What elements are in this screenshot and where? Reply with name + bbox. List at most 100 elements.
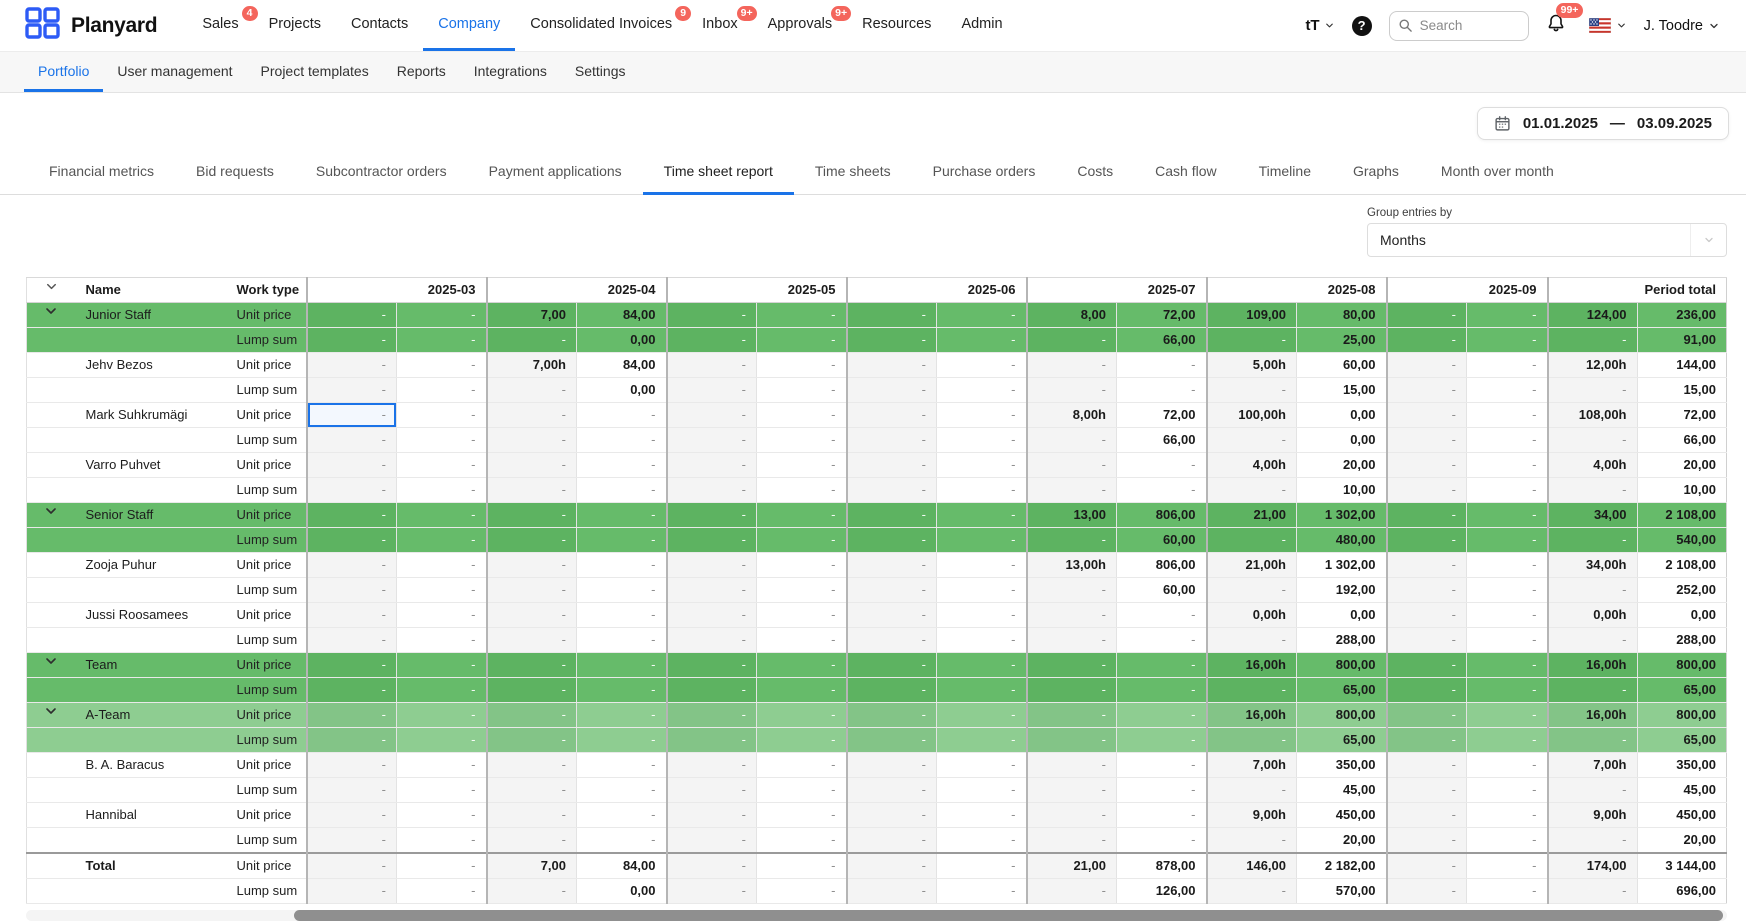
value-cell[interactable]: 25,00: [1296, 327, 1387, 353]
value-cell[interactable]: -: [1466, 427, 1548, 453]
value-cell[interactable]: -: [1385, 627, 1467, 653]
value-cell[interactable]: -: [1205, 677, 1297, 703]
value-cell[interactable]: -: [305, 327, 397, 353]
value-cell[interactable]: 146,00: [1205, 852, 1297, 879]
value-cell[interactable]: -: [576, 802, 667, 828]
tab-subcontractor-orders[interactable]: Subcontractor orders: [315, 163, 447, 179]
value-cell[interactable]: -: [1205, 827, 1297, 854]
value-cell[interactable]: -: [756, 352, 847, 378]
value-cell[interactable]: -: [936, 627, 1027, 653]
value-cell[interactable]: -: [1466, 502, 1548, 528]
value-cell[interactable]: -: [845, 552, 937, 578]
value-cell[interactable]: 108,00h: [1546, 402, 1637, 428]
value-cell[interactable]: -: [1466, 827, 1548, 854]
tab-time-sheet-report[interactable]: Time sheet report: [642, 150, 794, 195]
value-cell[interactable]: 91,00: [1636, 327, 1727, 353]
value-cell[interactable]: -: [1466, 677, 1548, 703]
value-cell[interactable]: 0,00: [1296, 402, 1387, 428]
focused-cell[interactable]: -: [305, 402, 397, 428]
value-cell[interactable]: 72,00: [1116, 402, 1207, 428]
value-cell[interactable]: 16,00h: [1205, 652, 1297, 678]
value-cell[interactable]: -: [1466, 477, 1548, 503]
tab-purchase-orders[interactable]: Purchase orders: [932, 163, 1036, 179]
search-input[interactable]: [1388, 10, 1529, 41]
value-cell[interactable]: 15,00: [1636, 377, 1727, 403]
value-cell[interactable]: -: [1205, 477, 1297, 503]
value-cell[interactable]: 0,00: [1636, 602, 1727, 628]
value-cell[interactable]: -: [756, 327, 847, 353]
value-cell[interactable]: 806,00: [1116, 502, 1207, 528]
value-cell[interactable]: -: [1025, 802, 1117, 828]
value-cell[interactable]: -: [756, 602, 847, 628]
value-cell[interactable]: -: [1205, 727, 1297, 753]
value-cell[interactable]: -: [305, 852, 397, 879]
value-cell[interactable]: -: [936, 827, 1027, 854]
select-caret[interactable]: [1690, 224, 1726, 256]
value-cell[interactable]: 288,00: [1296, 627, 1387, 653]
value-cell[interactable]: 7,00h: [1205, 752, 1297, 778]
value-cell[interactable]: 174,00: [1546, 852, 1637, 879]
value-cell[interactable]: -: [665, 502, 757, 528]
value-cell[interactable]: -: [936, 652, 1027, 678]
value-cell[interactable]: 570,00: [1296, 878, 1387, 904]
value-cell[interactable]: -: [665, 702, 757, 728]
value-cell[interactable]: -: [845, 878, 937, 904]
value-cell[interactable]: -: [665, 377, 757, 403]
value-cell[interactable]: -: [845, 627, 937, 653]
value-cell[interactable]: -: [1385, 527, 1467, 553]
value-cell[interactable]: -: [576, 702, 667, 728]
value-cell[interactable]: -: [756, 477, 847, 503]
value-cell[interactable]: -: [1025, 352, 1117, 378]
value-cell[interactable]: -: [1025, 752, 1117, 778]
value-cell[interactable]: -: [396, 602, 487, 628]
value-cell[interactable]: -: [756, 852, 847, 879]
value-cell[interactable]: 878,00: [1116, 852, 1207, 879]
value-cell[interactable]: -: [936, 777, 1027, 803]
value-cell[interactable]: -: [305, 527, 397, 553]
value-cell[interactable]: -: [485, 752, 577, 778]
value-cell[interactable]: -: [305, 377, 397, 403]
value-cell[interactable]: -: [1025, 577, 1117, 603]
value-cell[interactable]: 0,00h: [1546, 602, 1637, 628]
value-cell[interactable]: 84,00: [576, 302, 667, 328]
value-cell[interactable]: -: [576, 827, 667, 854]
value-cell[interactable]: -: [1025, 727, 1117, 753]
value-cell[interactable]: -: [936, 602, 1027, 628]
value-cell[interactable]: -: [936, 802, 1027, 828]
value-cell[interactable]: -: [396, 677, 487, 703]
value-cell[interactable]: -: [396, 427, 487, 453]
value-cell[interactable]: -: [1466, 527, 1548, 553]
value-cell[interactable]: -: [936, 702, 1027, 728]
value-cell[interactable]: 480,00: [1296, 527, 1387, 553]
value-cell[interactable]: -: [1385, 878, 1467, 904]
value-cell[interactable]: -: [1546, 477, 1637, 503]
value-cell[interactable]: 66,00: [1116, 327, 1207, 353]
value-cell[interactable]: -: [665, 552, 757, 578]
value-cell[interactable]: -: [576, 502, 667, 528]
value-cell[interactable]: -: [396, 377, 487, 403]
value-cell[interactable]: -: [1025, 427, 1117, 453]
value-cell[interactable]: -: [1116, 602, 1207, 628]
value-cell[interactable]: -: [305, 677, 397, 703]
value-cell[interactable]: 1 302,00: [1296, 502, 1387, 528]
value-cell[interactable]: -: [845, 302, 937, 328]
value-cell[interactable]: -: [1385, 602, 1467, 628]
subnav-item-portfolio[interactable]: Portfolio: [24, 52, 104, 92]
value-cell[interactable]: -: [1385, 802, 1467, 828]
value-cell[interactable]: 65,00: [1296, 677, 1387, 703]
value-cell[interactable]: 124,00: [1546, 302, 1637, 328]
subnav-item-reports[interactable]: Reports: [396, 62, 446, 79]
value-cell[interactable]: -: [845, 327, 937, 353]
value-cell[interactable]: -: [576, 477, 667, 503]
value-cell[interactable]: -: [1546, 677, 1637, 703]
value-cell[interactable]: 5,00h: [1205, 352, 1297, 378]
value-cell[interactable]: -: [1205, 427, 1297, 453]
value-cell[interactable]: 806,00: [1116, 552, 1207, 578]
value-cell[interactable]: 236,00: [1636, 302, 1727, 328]
value-cell[interactable]: -: [576, 752, 667, 778]
value-cell[interactable]: -: [665, 802, 757, 828]
value-cell[interactable]: -: [756, 702, 847, 728]
value-cell[interactable]: -: [665, 302, 757, 328]
value-cell[interactable]: -: [1025, 377, 1117, 403]
value-cell[interactable]: -: [845, 377, 937, 403]
